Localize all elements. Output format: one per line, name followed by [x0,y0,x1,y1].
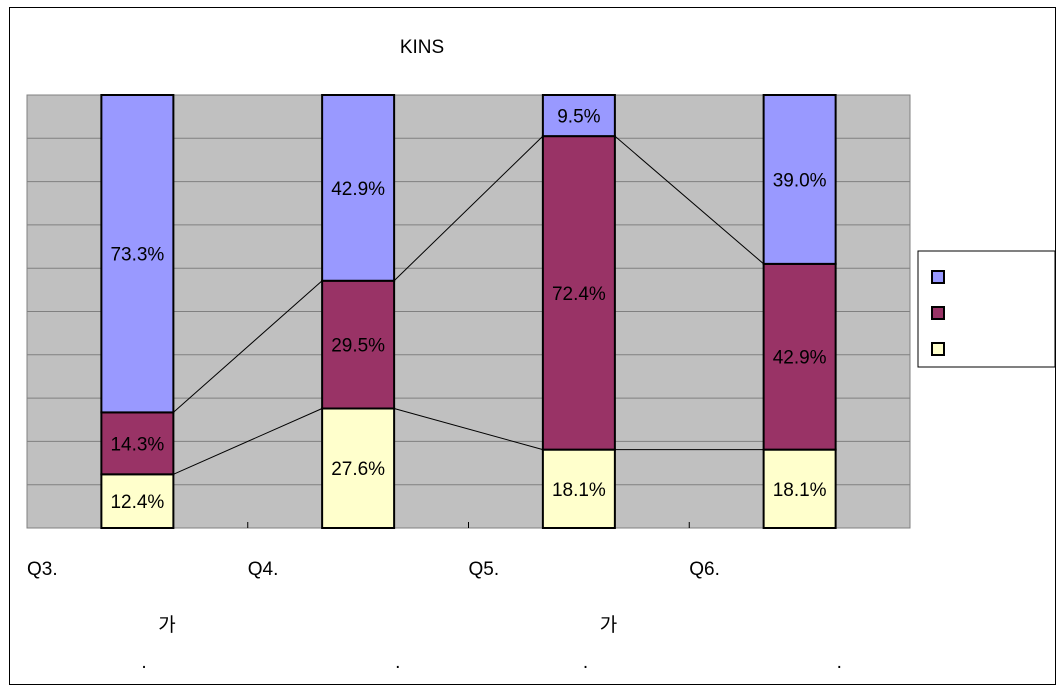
series-line [614,135,764,265]
legend-swatch [931,306,945,320]
bars [100,94,837,530]
legend-swatch [931,342,945,356]
legend-swatch [931,270,945,284]
data-label: 12.4% [110,492,164,513]
bar-segment [541,135,616,451]
x-sublabel: 가 [600,614,617,636]
bar-segment [762,262,837,451]
x-category-label: Q4. [248,559,279,580]
x-sublabel: . [141,652,146,673]
data-label: 39.0% [773,170,827,191]
bar-segment [321,279,396,410]
data-label: 9.5% [557,107,600,128]
bar-segment [762,94,837,265]
x-sublabel: . [583,652,588,673]
data-label: 18.1% [552,480,606,501]
bar-segment [100,94,175,414]
data-labels: 12.4% 14.3% 73.3% 27.6% 29.5% 42.9% 18.1% 72.4%… [110,107,826,514]
series-line [173,408,323,475]
data-label: 42.9% [331,179,385,200]
chart-frame: KINS 12.4% 14.3% 73.3% 27.6% 29.5% 42.9% 18.1%… [9,7,1056,685]
data-label: 73.3% [110,245,164,266]
data-label: 18.1% [773,480,827,501]
x-sublabel: 가 [158,614,175,636]
series-line [393,408,544,451]
chart-title: KINS [400,37,444,58]
legend [917,250,1056,368]
stacked-bar-chart: KINS 12.4% 14.3% 73.3% 27.6% 29.5% 42.9% 18.1%… [26,37,1056,673]
data-label: 29.5% [331,336,385,357]
bar-segment [321,407,396,530]
data-label: 72.4% [552,284,606,305]
x-category-label: Q5. [469,559,500,580]
x-category-label: Q3. [27,559,58,580]
series-lines [173,135,764,475]
x-sublabel: . [395,652,400,673]
bar-segment [762,448,837,530]
bar-segment [100,411,175,476]
bar-segment [541,448,616,530]
x-category-label: Q6. [689,559,720,580]
x-axis: Q3. 가. Q4.. Q5. 가. Q6.. [27,522,842,673]
bar-segment [321,94,396,282]
series-line [173,280,323,413]
data-label: 27.6% [331,459,385,480]
data-label: 42.9% [773,348,827,369]
series-line [393,135,544,282]
data-label: 14.3% [110,434,164,455]
bar-segment [541,94,616,138]
x-sublabel: . [837,652,842,673]
